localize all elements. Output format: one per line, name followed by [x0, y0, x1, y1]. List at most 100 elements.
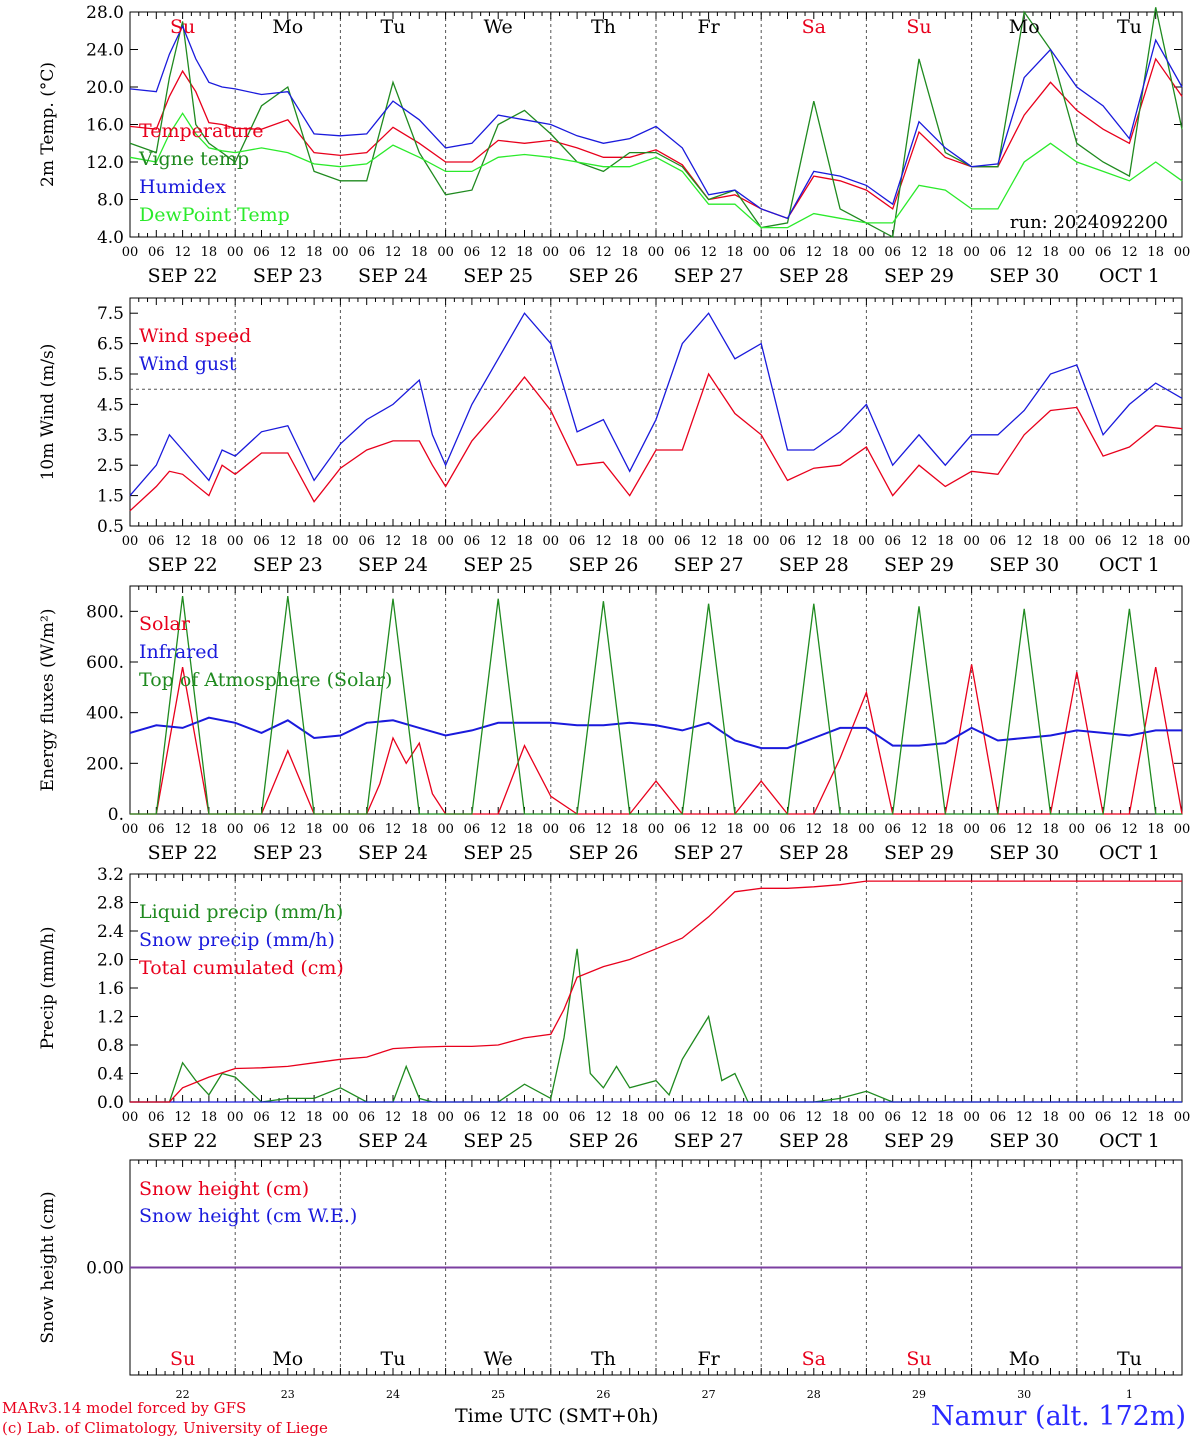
date-label: SEP 26 — [568, 842, 638, 864]
y-axis-title: Snow height (cm) — [38, 1191, 58, 1343]
legend-entry: Snow precip (mm/h) — [139, 929, 335, 951]
hour-tick-label: 06 — [464, 1110, 481, 1125]
weekday-label-bottom: Su — [170, 1348, 195, 1370]
date-label: SEP 27 — [674, 265, 744, 287]
hour-tick-label: 06 — [990, 822, 1007, 837]
hour-tick-label: 00 — [332, 1110, 349, 1125]
hour-tick-label: 12 — [911, 534, 928, 549]
series-line-total-cumulated-cm- — [130, 880, 1182, 1103]
weekday-label-bottom: Mo — [1009, 1348, 1040, 1370]
weekday-label-bottom: Su — [906, 1348, 931, 1370]
hour-tick-label: 18 — [516, 1110, 533, 1125]
hour-tick-label: 06 — [884, 822, 901, 837]
hour-tick-label: 00 — [648, 822, 665, 837]
weekday-label-top: Tu — [1117, 16, 1142, 38]
y-tick-label: 0.8 — [97, 1036, 124, 1056]
date-label: SEP 29 — [884, 265, 954, 287]
hour-tick-label: 18 — [516, 534, 533, 549]
hour-tick-label: 18 — [306, 245, 323, 260]
weekday-label-top: We — [484, 16, 513, 38]
legend-entry: Wind speed — [139, 325, 251, 347]
hour-tick-label: 12 — [490, 534, 507, 549]
hour-tick-label: 06 — [569, 534, 586, 549]
hour-tick-label: 06 — [884, 1110, 901, 1125]
weekday-label-bottom: We — [484, 1348, 513, 1370]
hour-tick-label: 00 — [1174, 534, 1191, 549]
series-line-wind-gust — [129, 312, 1183, 497]
hour-tick-label: 06 — [884, 245, 901, 260]
run-annotation: run: 2024092200 — [1010, 212, 1168, 233]
day-number-label: 1 — [1126, 1388, 1133, 1401]
hour-tick-label: 12 — [385, 822, 402, 837]
hour-tick-label: 18 — [727, 534, 744, 549]
hour-tick-label: 06 — [464, 245, 481, 260]
date-label: SEP 26 — [568, 554, 638, 576]
date-label: SEP 23 — [253, 554, 323, 576]
hour-tick-label: 12 — [1016, 822, 1033, 837]
hour-tick-label: 00 — [227, 245, 244, 260]
hour-tick-label: 06 — [148, 1110, 165, 1125]
hour-tick-label: 12 — [595, 245, 612, 260]
hour-tick-label: 06 — [674, 534, 691, 549]
hour-tick-label: 18 — [937, 534, 954, 549]
hour-tick-label: 18 — [411, 1110, 428, 1125]
hour-tick-label: 00 — [963, 822, 980, 837]
weekday-label-bottom: Sa — [802, 1348, 826, 1370]
hour-tick-label: 00 — [122, 245, 139, 260]
hour-tick-label: 00 — [753, 822, 770, 837]
hour-tick-label: 06 — [148, 534, 165, 549]
hour-tick-label: 12 — [174, 822, 191, 837]
hour-tick-label: 12 — [1016, 1110, 1033, 1125]
hour-tick-label: 18 — [201, 822, 218, 837]
hour-tick-label: 00 — [437, 245, 454, 260]
weekday-label-top: Tu — [381, 16, 406, 38]
hour-tick-label: 00 — [1069, 822, 1086, 837]
hour-tick-label: 00 — [437, 534, 454, 549]
weekday-label-bottom: Tu — [381, 1348, 406, 1370]
y-tick-label: 1.5 — [97, 487, 124, 507]
date-label: OCT 1 — [1099, 842, 1160, 864]
hour-tick-label: 12 — [700, 534, 717, 549]
hour-tick-label: 00 — [858, 1110, 875, 1125]
date-label: SEP 25 — [463, 554, 533, 576]
hour-tick-label: 18 — [1042, 1110, 1059, 1125]
series-line-dewpoint-temp — [129, 112, 1183, 229]
hour-tick-label: 18 — [1042, 822, 1059, 837]
date-label: SEP 25 — [463, 842, 533, 864]
hour-tick-label: 00 — [227, 822, 244, 837]
date-label: SEP 29 — [884, 1130, 954, 1152]
date-label: SEP 27 — [674, 554, 744, 576]
legend-entry: Snow height (cm W.E.) — [139, 1205, 357, 1227]
hour-tick-label: 06 — [990, 245, 1007, 260]
y-axis-title: Precip (mm/h) — [38, 926, 58, 1049]
hour-tick-label: 18 — [306, 1110, 323, 1125]
date-label: SEP 24 — [358, 265, 428, 287]
weekday-label-top: Su — [170, 16, 195, 38]
y-tick-label: 2.0 — [97, 951, 124, 971]
y-tick-label: 24.0 — [86, 41, 124, 61]
hour-tick-label: 06 — [674, 1110, 691, 1125]
hour-tick-label: 00 — [543, 1110, 560, 1125]
date-label: SEP 27 — [674, 842, 744, 864]
date-label: OCT 1 — [1099, 265, 1160, 287]
y-tick-label: 200. — [86, 754, 124, 774]
hour-tick-label: 12 — [174, 534, 191, 549]
hour-tick-label: 12 — [1016, 534, 1033, 549]
hour-tick-label: 18 — [621, 1110, 638, 1125]
date-label: SEP 25 — [463, 265, 533, 287]
hour-tick-label: 12 — [490, 1110, 507, 1125]
hour-tick-label: 18 — [832, 534, 849, 549]
hour-tick-label: 12 — [700, 245, 717, 260]
hour-tick-label: 06 — [148, 245, 165, 260]
hour-tick-label: 06 — [464, 534, 481, 549]
hour-tick-label: 12 — [700, 822, 717, 837]
hour-tick-label: 06 — [779, 245, 796, 260]
hour-tick-label: 00 — [122, 822, 139, 837]
series-line-top-of-atmosphere-solar- — [130, 596, 1182, 815]
hour-tick-label: 00 — [963, 245, 980, 260]
hour-tick-label: 12 — [1016, 245, 1033, 260]
hour-tick-label: 00 — [332, 534, 349, 549]
legend-entry: Total cumulated (cm) — [139, 957, 344, 979]
weekday-label-bottom: Fr — [697, 1348, 720, 1370]
